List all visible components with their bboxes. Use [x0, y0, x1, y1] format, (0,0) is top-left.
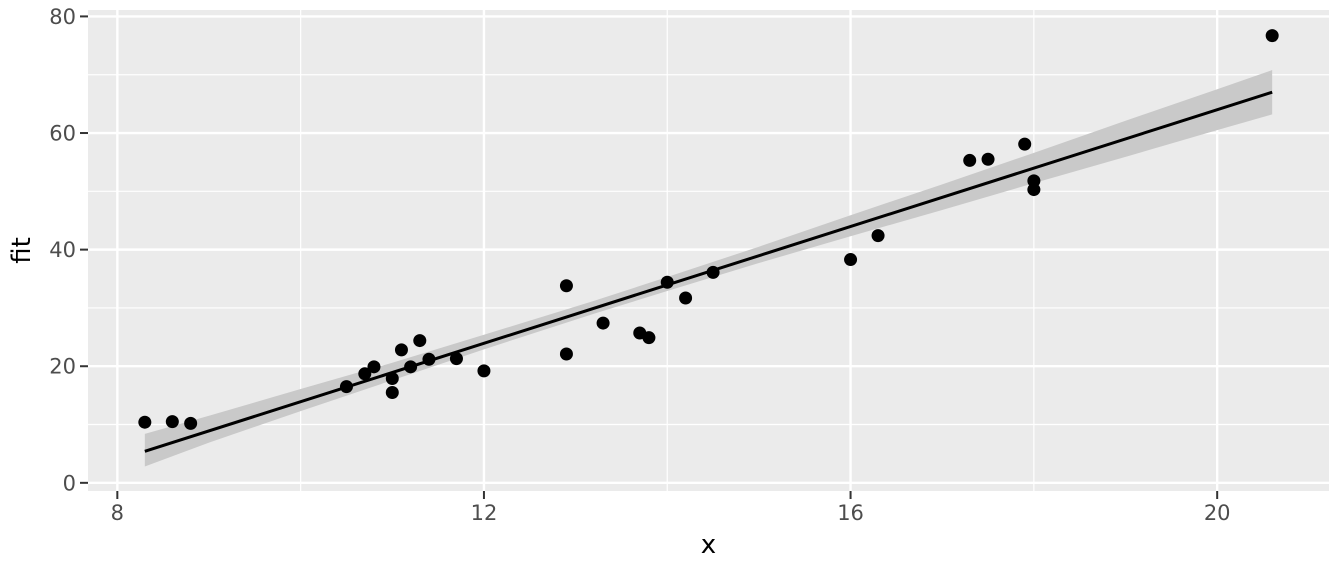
data-point — [642, 331, 656, 345]
data-point — [367, 360, 381, 374]
y-tick-label: 40 — [49, 238, 76, 262]
data-point — [358, 367, 372, 381]
data-point — [1027, 183, 1041, 197]
data-point — [871, 229, 885, 243]
data-point — [165, 415, 179, 429]
data-point — [559, 279, 573, 293]
data-point — [138, 415, 152, 429]
x-tick-label: 16 — [837, 501, 864, 525]
data-point — [422, 352, 436, 366]
x-tick-label: 12 — [471, 501, 498, 525]
y-tick-label: 80 — [49, 5, 76, 29]
data-point — [394, 343, 408, 357]
data-point — [385, 385, 399, 399]
x-tick-label: 8 — [111, 501, 124, 525]
data-point — [844, 253, 858, 267]
data-point — [449, 352, 463, 366]
data-point — [1018, 137, 1032, 151]
data-point — [184, 416, 198, 430]
x-axis-title: x — [701, 530, 716, 560]
data-point — [596, 316, 610, 330]
data-point — [339, 380, 353, 394]
data-point — [963, 153, 977, 167]
y-axis-title: fit — [7, 237, 37, 264]
y-tick-label: 0 — [63, 471, 76, 495]
data-point — [660, 275, 674, 289]
data-point — [477, 364, 491, 378]
data-point — [679, 291, 693, 305]
data-point — [706, 265, 720, 279]
y-tick-label: 20 — [49, 355, 76, 379]
data-point — [981, 152, 995, 166]
x-tick-label: 20 — [1204, 501, 1231, 525]
data-point — [385, 371, 399, 385]
data-point — [1265, 29, 1279, 43]
y-tick-label: 60 — [49, 122, 76, 146]
data-point — [404, 360, 418, 374]
data-point — [559, 347, 573, 361]
data-point — [413, 334, 427, 348]
